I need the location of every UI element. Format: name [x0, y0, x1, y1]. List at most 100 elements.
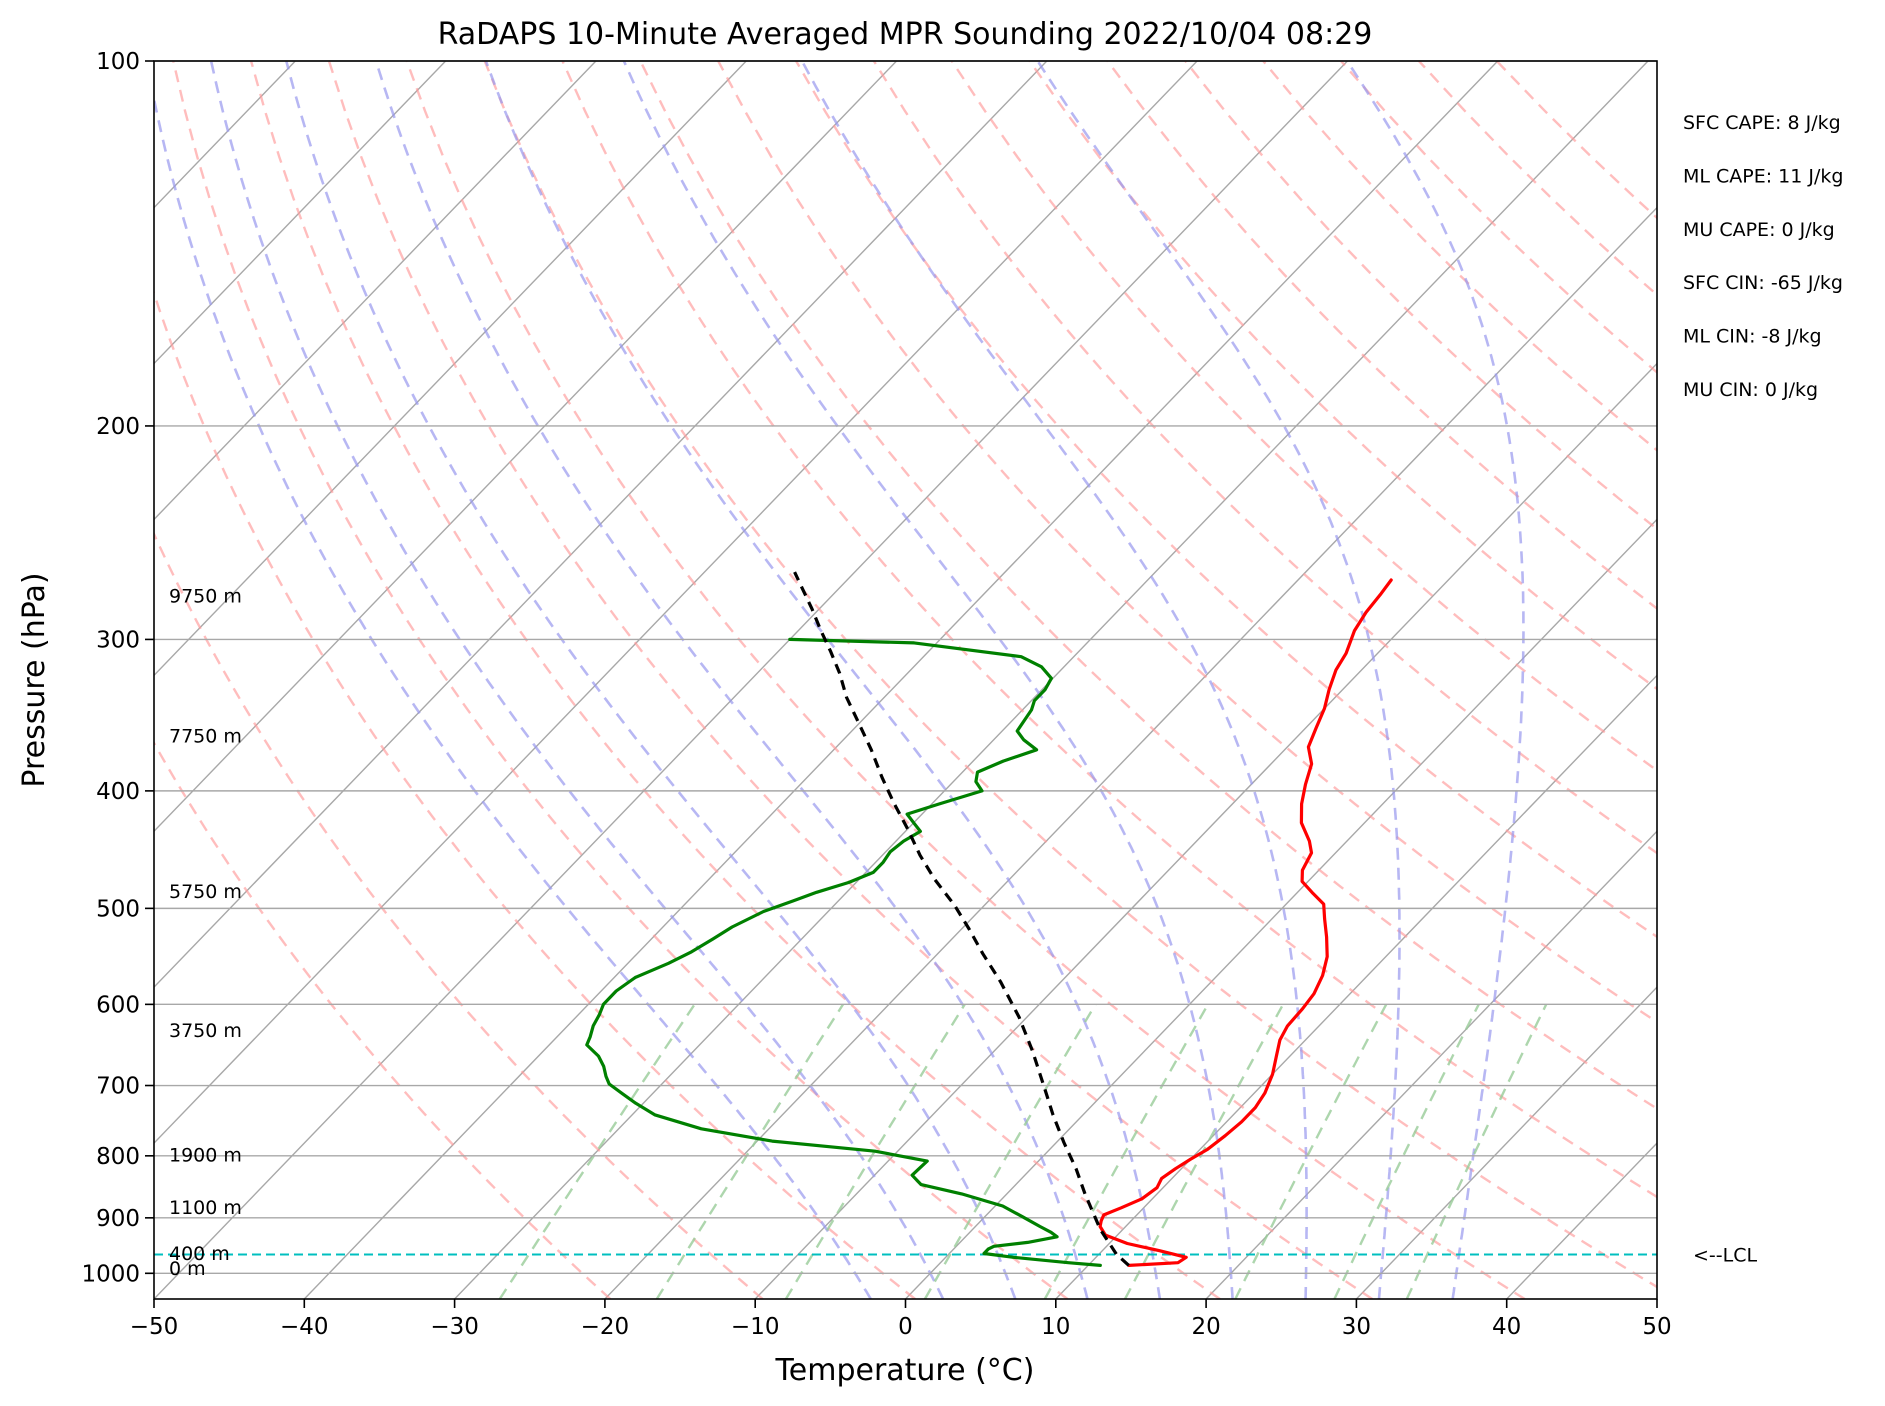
isotherm-line — [604, 206, 1657, 1299]
stability-index: SFC CIN: -65 J/kg — [1683, 272, 1843, 294]
pressure-grid — [154, 60, 1657, 1275]
mixing-ratio-line — [784, 1003, 966, 1299]
isotherm-line — [154, 61, 1048, 989]
x-tick-label: −30 — [430, 1314, 479, 1340]
moist-adiabat-line — [285, 61, 1017, 1299]
dry-adiabat-line — [405, 61, 1526, 1299]
x-tick-label: −50 — [130, 1314, 179, 1340]
mixing-ratio-line — [1405, 1003, 1548, 1299]
x-tick-label: 10 — [1041, 1314, 1070, 1340]
temperature-profile-line — [1098, 578, 1393, 1267]
height-label: 400 m — [169, 1243, 230, 1265]
isotherm-line — [754, 362, 1657, 1299]
mixing-ratio-line — [498, 1003, 696, 1299]
dry-adiabat-line — [1106, 61, 1657, 611]
isotherm-line — [154, 61, 747, 677]
dry-adiabat-line — [1028, 61, 1657, 691]
dry-adiabat-line — [327, 61, 1373, 1299]
x-axis-ticks: −50 −40 −30 −20 −10 0 10 20 30 40 50 — [130, 1299, 1672, 1340]
height-label: 1100 m — [169, 1197, 242, 1219]
dry-adiabat-line — [154, 289, 916, 1299]
profile-lines — [585, 571, 1393, 1267]
moist-adiabat-line — [484, 61, 1162, 1299]
x-tick-label: 0 — [898, 1314, 913, 1340]
moist-adiabat-line — [374, 61, 1089, 1299]
background-lines — [154, 61, 1657, 1299]
isotherm-line — [154, 61, 898, 833]
height-label: 0 m — [169, 1258, 206, 1280]
dry-adiabat-line — [249, 61, 1221, 1299]
x-tick-label: 20 — [1191, 1314, 1220, 1340]
dry-adiabat-line — [950, 61, 1657, 772]
x-tick-label: 50 — [1642, 1314, 1671, 1340]
mixing-ratio-line — [1234, 1003, 1388, 1299]
mixing-ratio-line — [655, 1003, 845, 1299]
stability-index: SFC CAPE: 8 J/kg — [1683, 112, 1841, 134]
x-axis-label: Temperature (°C) — [775, 1353, 1035, 1388]
lcl-label: <--LCL — [1693, 1245, 1757, 1267]
dry-adiabat-line — [483, 61, 1657, 1289]
dry-adiabat-line — [639, 61, 1657, 1111]
moist-adiabat-line — [154, 92, 872, 1299]
isotherm-line — [154, 61, 1348, 1299]
y-axis-label: Pressure (hPa) — [17, 572, 52, 787]
moist-adiabat-line — [1036, 61, 1401, 1299]
height-label: 3750 m — [169, 1020, 242, 1042]
x-tick-label: 40 — [1492, 1314, 1521, 1340]
y-tick-label: 900 — [96, 1206, 140, 1232]
isotherm-line — [154, 61, 597, 521]
x-tick-label: 30 — [1342, 1314, 1371, 1340]
parcel-profile-line — [793, 571, 1130, 1267]
dewpoint-profile-line — [585, 637, 1102, 1267]
isotherm-line — [1506, 1142, 1657, 1299]
isotherm-line — [154, 61, 1198, 1145]
y-tick-label: 100 — [96, 49, 140, 75]
dry-adiabat-line — [154, 740, 612, 1299]
isotherm-line — [904, 518, 1657, 1299]
height-label: 5750 m — [169, 881, 242, 903]
y-tick-label: 400 — [96, 779, 140, 805]
stability-index: ML CIN: -8 J/kg — [1683, 326, 1822, 348]
stability-index: MU CIN: 0 J/kg — [1683, 379, 1818, 401]
stability-index: MU CAPE: 0 J/kg — [1683, 219, 1835, 241]
mixing-ratio-line — [1123, 1003, 1285, 1299]
chart-title: RaDAPS 10-Minute Averaged MPR Sounding 2… — [438, 17, 1373, 52]
y-tick-label: 200 — [96, 414, 140, 440]
y-tick-label: 700 — [96, 1074, 140, 1100]
height-label: 9750 m — [169, 586, 242, 608]
x-tick-label: −10 — [731, 1314, 780, 1340]
height-label: 1900 m — [169, 1145, 242, 1167]
y-tick-label: 1000 — [81, 1261, 140, 1287]
y-tick-label: 300 — [96, 627, 140, 653]
y-axis-ticks: 100 200 300 400 500 600 700 800 900 1000 — [81, 49, 154, 1287]
moist-adiabat-line — [622, 61, 1234, 1299]
dry-adiabat-line — [795, 61, 1657, 939]
isotherm-line — [1656, 1297, 1657, 1299]
moist-adiabat-line — [209, 61, 945, 1299]
y-tick-label: 600 — [96, 992, 140, 1018]
mixing-ratio-line — [1333, 1003, 1480, 1299]
dry-adiabat-line — [1262, 61, 1657, 452]
dry-adiabat-line — [154, 531, 764, 1299]
dry-adiabat-line — [872, 61, 1657, 855]
moist-adiabat-line — [800, 61, 1308, 1299]
y-tick-label: 500 — [96, 896, 140, 922]
dry-adiabat-line — [1495, 61, 1657, 220]
isotherm-line — [1355, 986, 1657, 1299]
dry-adiabat-line — [561, 61, 1657, 1199]
x-tick-label: −40 — [280, 1314, 329, 1340]
isotherm-line — [154, 61, 447, 365]
isotherm-line — [1205, 830, 1657, 1299]
x-tick-label: −20 — [581, 1314, 630, 1340]
mixing-ratio-line — [1043, 1003, 1209, 1299]
dry-adiabat-line — [717, 61, 1657, 1024]
y-tick-label: 800 — [96, 1144, 140, 1170]
isotherm-line — [303, 61, 1499, 1299]
dry-adiabat-line — [172, 61, 1069, 1299]
moist-adiabat-line — [1346, 61, 1525, 1299]
dry-adiabat-line — [1340, 61, 1657, 374]
mixing-ratio-line — [923, 1003, 1097, 1299]
height-label: 7750 m — [169, 725, 242, 747]
